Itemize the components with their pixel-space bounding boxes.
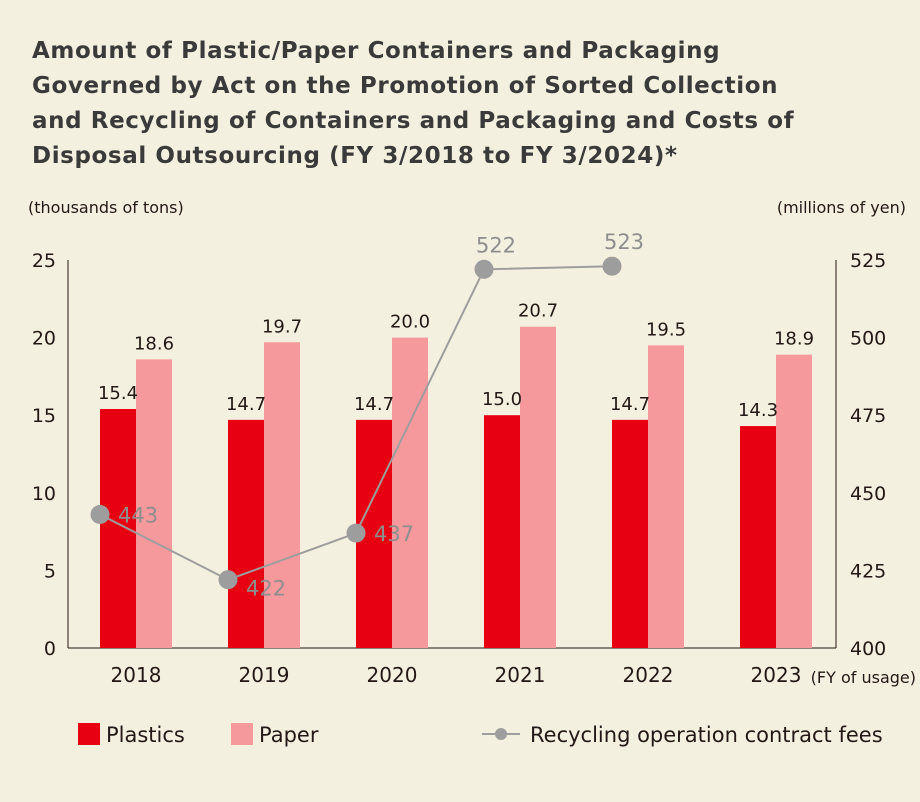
chart-title: Amount of Plastic/Paper Containers and P… <box>32 34 892 174</box>
chart-title-line: Governed by Act on the Promotion of Sort… <box>32 73 779 99</box>
legend-swatch-paper <box>231 723 253 745</box>
plastics-bar-label: 14.7 <box>610 394 650 415</box>
legend-label-paper: Paper <box>259 723 319 747</box>
fee-point <box>90 505 110 525</box>
paper-bar <box>648 345 684 648</box>
y-right-tick-label: 425 <box>850 560 886 582</box>
paper-bar-label: 20.0 <box>390 312 430 333</box>
paper-bar-label: 18.6 <box>134 333 174 354</box>
y-right-tick-label: 450 <box>850 483 886 505</box>
fee-point-label: 443 <box>118 504 158 528</box>
chart-title-line: and Recycling of Containers and Packagin… <box>32 108 795 134</box>
plastics-bar <box>228 419 264 648</box>
y-right-tick-label: 525 <box>850 250 886 272</box>
paper-bar <box>136 359 172 648</box>
paper-bar <box>392 337 428 648</box>
plastics-bar-label: 15.0 <box>482 389 522 410</box>
x-unit-label: (FY of usage) <box>811 668 916 687</box>
y-left-tick-label: 15 <box>32 405 56 427</box>
paper-bar-label: 19.5 <box>646 319 686 340</box>
plastics-bar <box>484 415 520 648</box>
bars <box>100 326 812 648</box>
paper-bar-label: 18.9 <box>774 329 814 350</box>
y-left-tick-label: 5 <box>44 560 56 582</box>
fee-point-label: 522 <box>476 233 516 257</box>
legend-label-plastics: Plastics <box>106 723 185 747</box>
fee-point-label: 422 <box>246 577 286 601</box>
x-tick-label: 2021 <box>495 663 546 687</box>
plastics-bar-label: 14.3 <box>738 400 778 421</box>
legend-label-fees: Recycling operation contract fees <box>530 723 883 747</box>
fee-point <box>346 523 366 543</box>
chart-title-line: Disposal Outsourcing (FY 3/2018 to FY 3/… <box>32 143 678 169</box>
fee-point <box>474 259 494 279</box>
axes: (thousands of tons) (millions of yen) (FY … <box>28 198 916 687</box>
paper-bar <box>264 342 300 648</box>
y-left-tick-label: 25 <box>32 250 56 272</box>
fee-point-label: 437 <box>374 522 414 546</box>
x-tick-label: 2022 <box>623 663 674 687</box>
plastics-bar-label: 14.7 <box>354 394 394 415</box>
x-tick-label: 2019 <box>239 663 290 687</box>
plastics-bar <box>740 426 776 648</box>
chart-title-line: Amount of Plastic/Paper Containers and P… <box>32 38 721 64</box>
plastics-bar-label: 15.4 <box>98 383 138 404</box>
y-left-unit-label: (thousands of tons) <box>28 198 184 217</box>
plastics-bar <box>100 408 136 648</box>
x-tick-label: 2020 <box>367 663 418 687</box>
y-right-unit-label: (millions of yen) <box>777 198 906 217</box>
y-left-tick-label: 0 <box>44 638 56 660</box>
x-tick-label: 2023 <box>751 663 802 687</box>
paper-bar <box>776 354 812 648</box>
x-tick-label: 2018 <box>111 663 162 687</box>
y-right-tick-label: 400 <box>850 638 886 660</box>
paper-bar-label: 19.7 <box>262 316 302 337</box>
paper-bar <box>520 326 556 648</box>
data-labels: 15.4 14.7 14.7 15.0 14.7 14.3 18.6 19.7 20.0 20.7… <box>98 230 814 601</box>
y-left-tick-label: 10 <box>32 483 56 505</box>
fee-point <box>602 256 622 276</box>
plastics-bar <box>612 419 648 648</box>
fee-point <box>218 570 238 590</box>
fee-point-label: 523 <box>604 230 644 254</box>
legend: Plastics Paper Recycling operation contrac… <box>78 723 883 747</box>
fee-line <box>90 256 622 590</box>
y-left-tick-label: 20 <box>32 328 56 350</box>
y-right-tick-label: 475 <box>850 405 886 427</box>
legend-swatch-plastics <box>78 723 100 745</box>
plastics-bar-label: 14.7 <box>226 394 266 415</box>
y-right-tick-label: 500 <box>850 328 886 350</box>
paper-bar-label: 20.7 <box>518 301 558 322</box>
legend-marker-fees <box>495 728 507 740</box>
